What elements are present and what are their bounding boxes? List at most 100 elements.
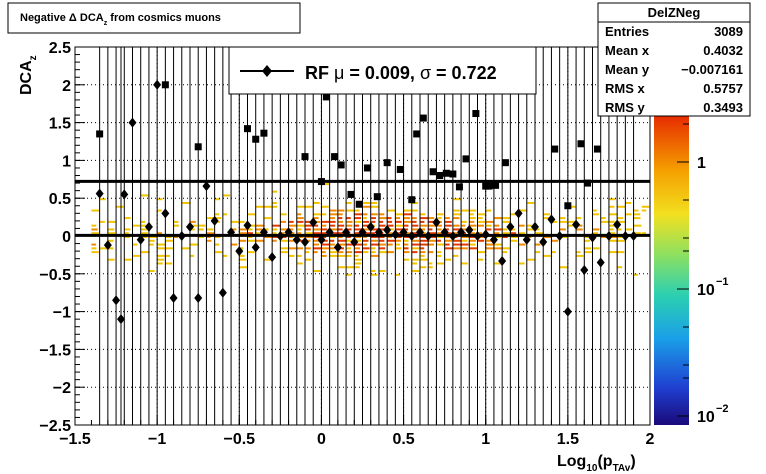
square-point — [455, 183, 463, 191]
density-cell — [502, 232, 511, 235]
density-cell — [469, 247, 479, 250]
density-cell — [395, 224, 404, 227]
density-cell — [387, 220, 393, 223]
density-cell — [231, 220, 239, 223]
density-cell — [296, 247, 304, 250]
density-cell — [444, 243, 450, 246]
density-cell — [305, 232, 314, 235]
density-cell — [403, 224, 409, 227]
profile-point — [613, 219, 622, 230]
density-cell — [469, 224, 477, 227]
density-cell — [510, 236, 519, 238]
density-cell — [140, 251, 150, 254]
profile-point — [144, 221, 153, 232]
profile-point — [621, 231, 630, 241]
profile-point — [391, 229, 400, 240]
density-cell — [255, 228, 263, 231]
density-cell — [140, 224, 148, 227]
density-cell — [584, 247, 592, 250]
profile-point — [301, 237, 309, 248]
colorbar — [654, 115, 689, 425]
square-point — [337, 161, 345, 169]
colorbar-ticks — [677, 123, 689, 417]
square-point — [584, 179, 592, 187]
density-cell — [592, 247, 600, 250]
density-cell — [370, 205, 380, 208]
density-cell — [354, 228, 362, 231]
density-cell — [329, 209, 337, 212]
density-cell — [387, 217, 392, 220]
density-cell — [403, 228, 409, 231]
density-cell — [370, 201, 378, 204]
density-cell — [329, 243, 335, 246]
density-cell — [354, 258, 363, 261]
svg-text:10: 10 — [697, 409, 715, 426]
profile-point — [383, 224, 392, 235]
density-cell — [625, 213, 632, 216]
density-cell — [617, 217, 624, 220]
density-cell — [592, 213, 599, 216]
density-cell — [518, 243, 526, 246]
profile-point — [136, 234, 145, 245]
square-point — [383, 159, 391, 167]
density-cell — [452, 198, 462, 201]
density-cell — [107, 247, 114, 250]
profile-point — [481, 229, 490, 240]
density-cell — [362, 251, 369, 254]
density-cell — [378, 213, 385, 216]
density-cell — [354, 209, 360, 212]
density-cell — [91, 232, 99, 235]
density-cell — [354, 232, 360, 235]
density-cell — [346, 273, 351, 276]
density-cell — [132, 254, 141, 257]
density-cell — [617, 228, 622, 231]
profile-point — [112, 295, 121, 306]
density-cell — [452, 224, 460, 227]
density-cell — [428, 220, 437, 223]
profile-point — [202, 181, 211, 192]
density-cell — [576, 251, 581, 254]
stats-row-value: 0.5757 — [703, 81, 743, 96]
density-cell — [370, 239, 378, 242]
density-cell — [477, 220, 487, 223]
density-cell — [321, 251, 326, 254]
density-cell — [502, 236, 508, 238]
density-cell — [296, 236, 304, 238]
density-cell — [329, 213, 338, 216]
density-cell — [362, 247, 370, 250]
square-point — [373, 193, 381, 201]
density-cell — [403, 236, 411, 238]
density-cell — [321, 232, 327, 235]
density-cell — [428, 243, 434, 246]
density-cell — [387, 209, 396, 212]
density-cell — [403, 247, 409, 250]
density-cell — [420, 266, 427, 269]
density-cell — [493, 224, 500, 227]
density-cell — [461, 220, 467, 223]
density-cell — [346, 266, 354, 269]
density-cell — [247, 236, 253, 238]
density-cell — [461, 262, 468, 265]
density-cell — [395, 243, 400, 246]
density-cell — [485, 224, 492, 227]
density-cell — [526, 201, 535, 204]
density-cell — [411, 232, 417, 235]
profile-point — [103, 240, 112, 251]
density-cell — [190, 224, 198, 227]
density-cell — [510, 213, 518, 216]
colorbar-tick-label: 10 −2 — [697, 403, 729, 426]
density-cell — [502, 217, 511, 220]
density-cell — [493, 247, 502, 250]
density-cell — [378, 243, 386, 246]
density-cell — [370, 213, 378, 216]
density-cell — [231, 243, 238, 246]
density-cell — [313, 251, 318, 254]
density-cell — [387, 224, 394, 227]
density-cell — [608, 232, 616, 235]
density-cell — [608, 224, 616, 227]
square-point — [317, 178, 325, 186]
density-cell — [296, 205, 306, 208]
density-cell — [214, 198, 221, 201]
stats-row-label: RMS x — [605, 81, 646, 96]
density-cell — [280, 232, 285, 235]
